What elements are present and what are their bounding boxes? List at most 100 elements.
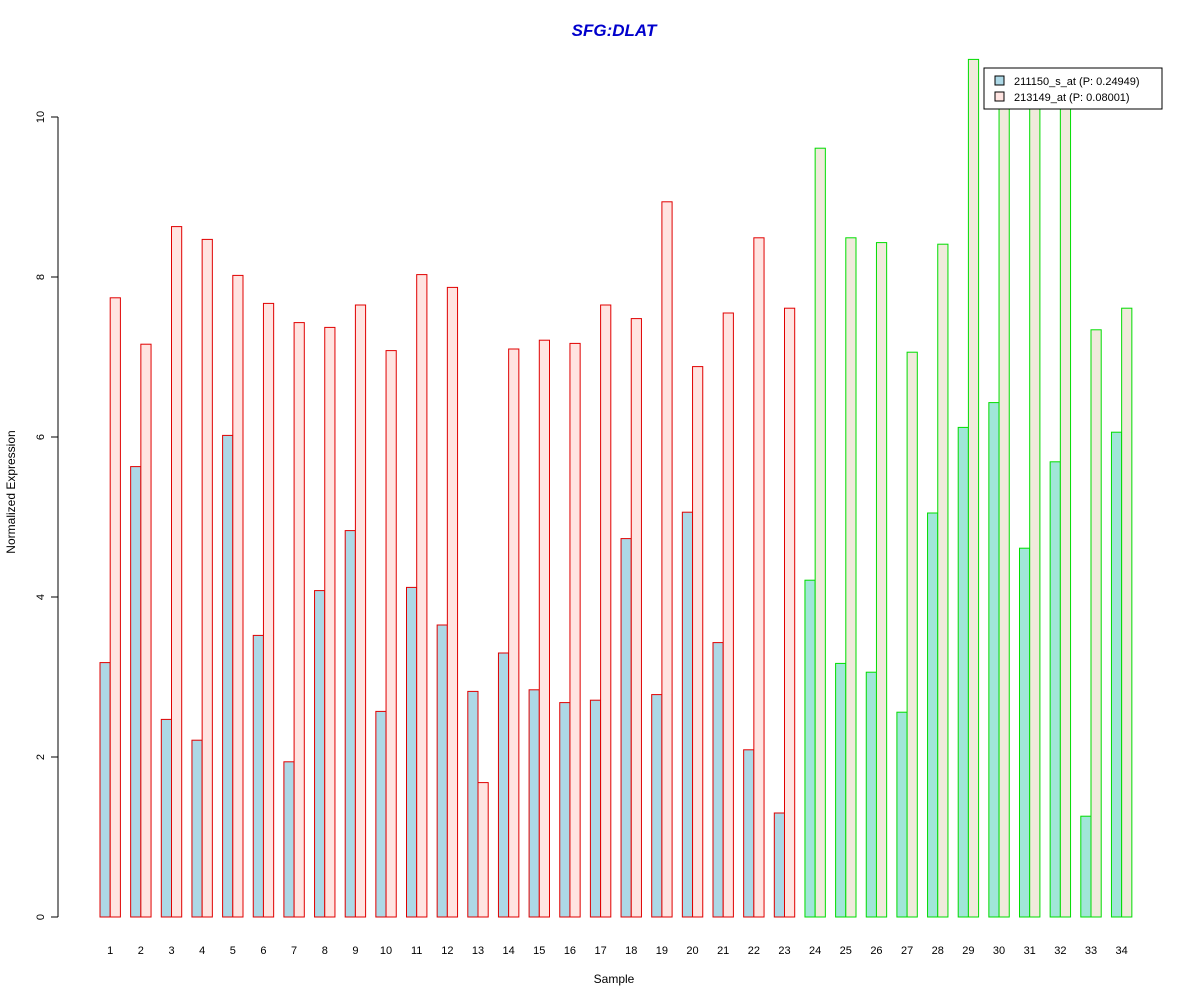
y-tick-label: 0 bbox=[35, 914, 47, 920]
bar-series1-sample-19 bbox=[651, 694, 663, 918]
bar-series1-sample-2 bbox=[130, 466, 142, 918]
y-tick-label: 6 bbox=[35, 434, 47, 440]
bar-series2-sample-26 bbox=[875, 242, 888, 918]
bar-series2-sample-10 bbox=[385, 350, 397, 918]
legend-swatch bbox=[994, 91, 1005, 102]
x-tick-label: 18 bbox=[625, 945, 637, 957]
bar-series2-sample-22 bbox=[753, 237, 765, 918]
bar-series2-sample-11 bbox=[416, 274, 428, 918]
bar-series2-sample-7 bbox=[293, 322, 305, 918]
bar-series2-sample-8 bbox=[324, 326, 336, 918]
bar-series2-sample-12 bbox=[446, 286, 459, 918]
bar-series2-sample-3 bbox=[171, 226, 183, 918]
bar-series1-sample-7 bbox=[283, 761, 295, 918]
bar-series1-sample-1 bbox=[99, 662, 111, 918]
x-tick-label: 2 bbox=[138, 945, 144, 957]
bar-series1-sample-4 bbox=[191, 739, 203, 918]
chart-title: SFG:DLAT bbox=[572, 21, 658, 40]
legend: 211150_s_at (P: 0.24949) 213149_at (P: 0.… bbox=[983, 67, 1163, 110]
x-tick-label: 9 bbox=[352, 945, 358, 957]
x-tick-label: 8 bbox=[322, 945, 328, 957]
x-tick-label: 30 bbox=[993, 945, 1005, 957]
bar-series1-sample-32 bbox=[1049, 461, 1061, 918]
x-tick-label: 4 bbox=[199, 945, 205, 957]
bar-series1-sample-17 bbox=[589, 699, 602, 918]
bar-series1-sample-34 bbox=[1110, 431, 1123, 918]
x-tick-label: 13 bbox=[472, 945, 484, 957]
bar-series1-sample-5 bbox=[222, 434, 234, 918]
x-tick-label: 6 bbox=[260, 945, 266, 957]
bar-series1-sample-26 bbox=[865, 671, 877, 918]
bar-series1-sample-11 bbox=[406, 586, 418, 918]
bar-series2-sample-19 bbox=[661, 201, 673, 918]
bar-series1-sample-33 bbox=[1080, 815, 1092, 918]
bar-series1-sample-12 bbox=[436, 624, 448, 918]
x-tick-label: 16 bbox=[564, 945, 576, 957]
x-tick-label: 3 bbox=[168, 945, 174, 957]
x-tick-label: 19 bbox=[656, 945, 668, 957]
bar-series2-sample-13 bbox=[477, 782, 489, 918]
x-tick-label: 11 bbox=[411, 945, 422, 957]
x-tick-label: 23 bbox=[778, 945, 790, 957]
bar-series1-sample-20 bbox=[681, 511, 694, 918]
x-tick-label: 25 bbox=[840, 945, 852, 957]
x-tick-label: 5 bbox=[230, 945, 236, 957]
bar-series2-sample-34 bbox=[1121, 307, 1133, 918]
x-tick-label: 28 bbox=[932, 945, 944, 957]
bar-series2-sample-20 bbox=[692, 366, 704, 918]
x-tick-label: 17 bbox=[594, 945, 606, 957]
bar-series1-sample-30 bbox=[988, 402, 1000, 918]
bar-series2-sample-14 bbox=[508, 348, 520, 918]
x-axis-label: Sample bbox=[594, 972, 635, 986]
x-axis-tick-labels: 1 2 3 4 5 6 7 8 9 10 11 12 13 14 15 16 17 18 19 20 21 22 23 24 2… bbox=[107, 945, 1128, 957]
bar-series1-sample-6 bbox=[252, 634, 264, 918]
bar-series2-sample-23 bbox=[784, 307, 796, 918]
bar-series2-sample-17 bbox=[600, 304, 612, 918]
bar-series1-sample-13 bbox=[467, 690, 479, 918]
bar-series1-sample-31 bbox=[1019, 547, 1031, 918]
legend-swatch bbox=[994, 75, 1005, 86]
legend-entry-label: 211150_s_at (P: 0.24949) bbox=[1014, 76, 1140, 88]
y-tick-label: 2 bbox=[35, 754, 47, 760]
bar-series2-sample-29 bbox=[967, 58, 980, 918]
bar-series1-sample-3 bbox=[160, 718, 173, 918]
y-tick-label: 8 bbox=[35, 274, 47, 280]
bar-series1-sample-23 bbox=[773, 812, 785, 918]
x-tick-label: 21 bbox=[717, 945, 729, 957]
bar-series2-sample-32 bbox=[1059, 76, 1072, 918]
bar-series1-sample-9 bbox=[344, 530, 356, 918]
x-tick-label: 26 bbox=[870, 945, 882, 957]
x-tick-label: 27 bbox=[901, 945, 913, 957]
bar-series2-sample-33 bbox=[1090, 329, 1102, 918]
bar-series2-sample-31 bbox=[1029, 100, 1041, 918]
legend-entry-label: 213149_at (P: 0.08001) bbox=[1014, 92, 1130, 104]
bar-series2-sample-18 bbox=[630, 318, 642, 918]
x-tick-label: 7 bbox=[291, 945, 297, 957]
x-tick-label: 24 bbox=[809, 945, 821, 957]
bar-series1-sample-15 bbox=[528, 689, 540, 918]
bar-series1-sample-24 bbox=[804, 579, 816, 918]
x-tick-label: 22 bbox=[748, 945, 760, 957]
bar-series2-sample-25 bbox=[845, 237, 857, 918]
y-tick-label: 10 bbox=[35, 111, 47, 123]
x-tick-label: 20 bbox=[686, 945, 698, 957]
x-tick-label: 14 bbox=[503, 945, 515, 957]
x-tick-label: 12 bbox=[441, 945, 453, 957]
bar-series1-sample-14 bbox=[497, 652, 510, 918]
x-tick-label: 10 bbox=[380, 945, 392, 957]
bar-series2-sample-9 bbox=[354, 304, 367, 918]
bar-series2-sample-6 bbox=[262, 302, 275, 918]
bar-series1-sample-22 bbox=[743, 749, 755, 918]
bar-series bbox=[99, 58, 1133, 918]
bar-series2-sample-5 bbox=[232, 274, 244, 918]
bar-series1-sample-10 bbox=[375, 710, 387, 918]
y-axis: 0 2 4 6 8 10 bbox=[35, 111, 59, 920]
bar-series1-sample-25 bbox=[835, 662, 847, 918]
bar-series1-sample-29 bbox=[957, 426, 969, 918]
bar-series2-sample-30 bbox=[998, 92, 1010, 918]
bar-series1-sample-27 bbox=[896, 711, 908, 918]
bar-series1-sample-21 bbox=[712, 642, 724, 918]
x-tick-label: 1 bbox=[107, 945, 113, 957]
bar-series2-sample-28 bbox=[937, 243, 949, 918]
